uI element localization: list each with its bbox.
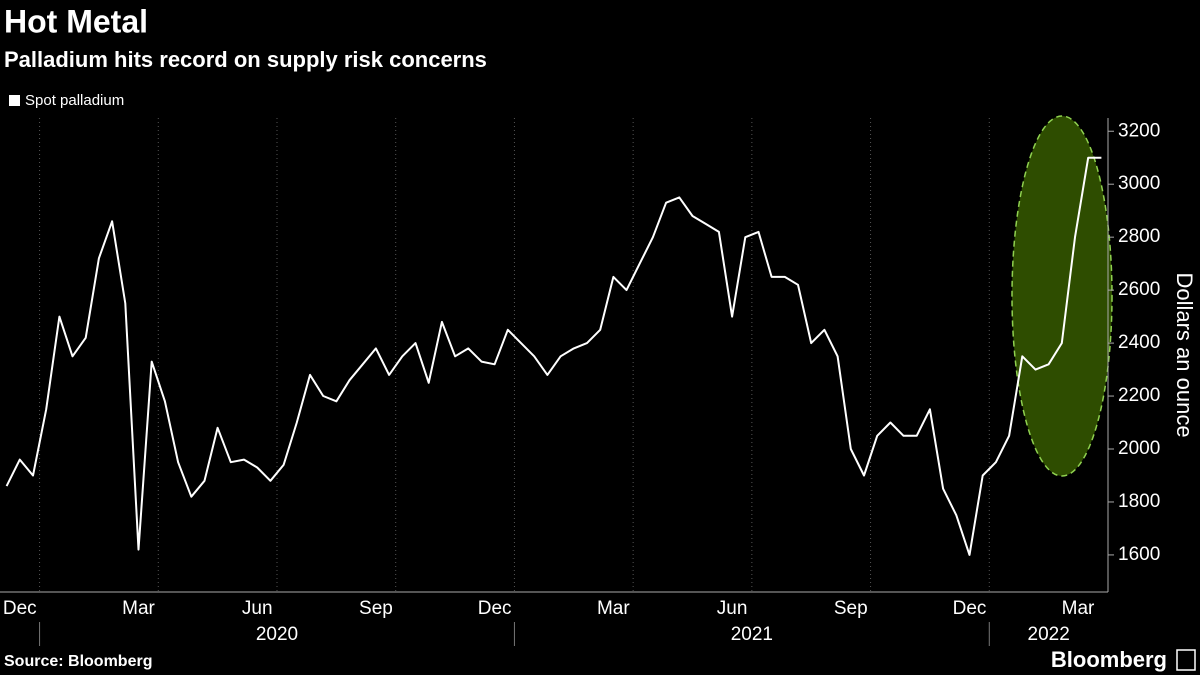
x-tick-label: Mar [597,598,630,619]
y-tick-label: 2200 [1118,385,1160,406]
year-label: 2020 [256,624,298,645]
y-tick-label: 1800 [1118,491,1160,512]
x-tick-label: Mar [122,598,155,619]
brand: Bloomberg [1051,647,1167,672]
x-tick-label: Sep [359,598,393,619]
chart-subtitle: Palladium hits record on supply risk con… [4,47,487,72]
legend-swatch [9,95,20,106]
x-tick-label: Jun [717,598,748,619]
chart-title: Hot Metal [4,3,148,39]
highlight-ellipse [1011,115,1113,477]
y-tick-label: 2000 [1118,438,1160,459]
legend-label: Spot palladium [25,92,124,109]
y-tick-label: 2800 [1118,226,1160,247]
line [5,156,1102,556]
x-tick-label: Dec [478,598,512,619]
y-tick-label: 3200 [1118,120,1160,141]
y-tick-label: 2600 [1118,279,1160,300]
year-label: 2021 [731,624,773,645]
x-tick-label: Mar [1062,598,1095,619]
y-axis-label: Dollars an ounce [1172,272,1197,437]
y-tick-label: 2400 [1118,332,1160,353]
y-tick-label: 3000 [1118,173,1160,194]
x-tick-label: Sep [834,598,868,619]
source: Source: Bloomberg [4,653,152,670]
y-tick-label: 1600 [1118,544,1160,565]
x-tick-label: Jun [242,598,273,619]
x-tick-label: Dec [3,598,37,619]
year-label: 2022 [1028,624,1070,645]
brand-icon [1176,649,1196,671]
x-tick-label: Dec [953,598,987,619]
